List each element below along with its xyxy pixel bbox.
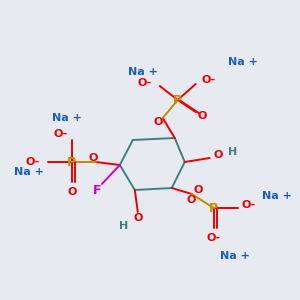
Text: P: P xyxy=(173,94,182,106)
Text: O-: O- xyxy=(242,200,256,210)
Text: O: O xyxy=(153,117,163,127)
Text: P: P xyxy=(67,155,76,169)
Text: O: O xyxy=(67,187,76,197)
Text: H: H xyxy=(228,147,237,157)
Text: O: O xyxy=(197,111,206,121)
Text: F: F xyxy=(93,184,101,196)
Text: O-: O- xyxy=(54,129,68,139)
Text: O-: O- xyxy=(202,75,216,85)
Text: O: O xyxy=(133,213,142,223)
Text: O-: O- xyxy=(26,157,40,167)
Text: Na +: Na + xyxy=(228,57,258,67)
Text: Na +: Na + xyxy=(262,191,292,201)
Text: O-: O- xyxy=(137,78,152,88)
Text: Na +: Na + xyxy=(52,113,82,123)
Text: Na +: Na + xyxy=(14,167,44,177)
Text: Na +: Na + xyxy=(128,67,158,77)
Text: Na +: Na + xyxy=(220,251,250,261)
Text: O: O xyxy=(214,150,223,160)
Text: O-: O- xyxy=(207,233,221,243)
Text: P: P xyxy=(209,202,218,214)
Text: O: O xyxy=(194,185,203,195)
Text: O: O xyxy=(186,195,196,205)
Text: H: H xyxy=(118,221,128,231)
Text: O: O xyxy=(88,153,98,163)
